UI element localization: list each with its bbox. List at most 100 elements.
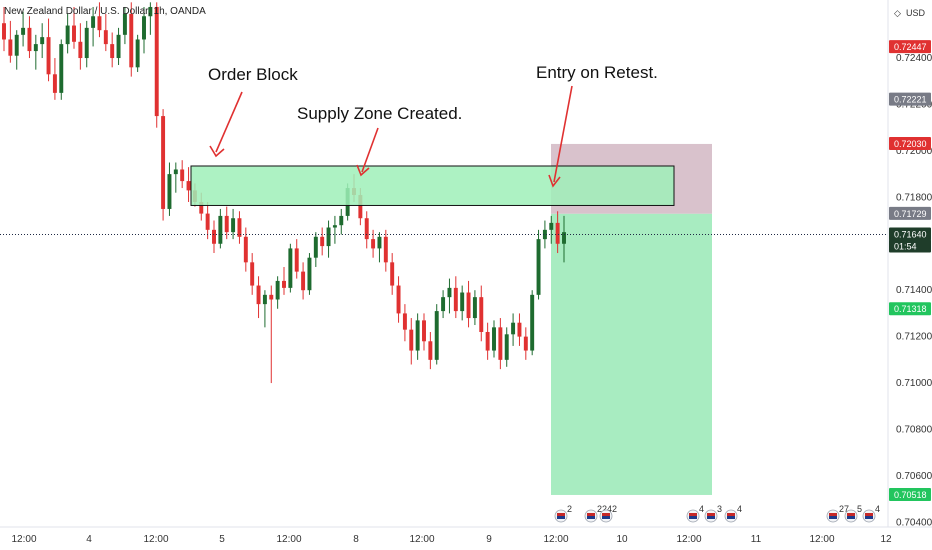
candle-body xyxy=(377,236,382,249)
candle xyxy=(97,2,102,38)
candle xyxy=(91,6,96,47)
event-marker[interactable]: 4 xyxy=(724,504,742,523)
candle xyxy=(466,280,471,328)
candle-body xyxy=(218,215,223,244)
x-tick-label: 8 xyxy=(353,534,359,545)
candle xyxy=(110,32,115,68)
candle-body xyxy=(523,336,528,351)
candle-body xyxy=(434,311,439,360)
candle xyxy=(530,290,535,356)
candle xyxy=(243,227,248,272)
candle xyxy=(492,320,496,358)
candle-body xyxy=(212,229,216,244)
candle-body xyxy=(472,297,477,319)
candle-body xyxy=(320,236,325,247)
candle-body xyxy=(262,294,267,305)
candle xyxy=(212,220,216,254)
candle-body xyxy=(8,39,13,56)
x-tick-label: 12:00 xyxy=(409,534,434,545)
candle xyxy=(428,331,433,370)
candle-body xyxy=(72,25,76,42)
time-axis[interactable] xyxy=(0,527,932,550)
event-marker[interactable]: 5 xyxy=(844,504,862,523)
candle-body xyxy=(275,280,280,300)
candle-body xyxy=(27,27,32,52)
price-badge-label: 0.71318 xyxy=(894,304,927,314)
candle xyxy=(250,253,255,295)
event-marker[interactable]: 224 xyxy=(584,504,612,523)
currency-lock-icon[interactable]: ◇ xyxy=(894,8,901,18)
price-badge: 0.72447 xyxy=(889,40,931,54)
candle-body xyxy=(288,248,293,288)
event-marker[interactable]: 4 xyxy=(862,504,880,523)
candle xyxy=(422,313,426,351)
price-badge-label: 0.70518 xyxy=(894,490,927,500)
candle xyxy=(161,109,166,221)
candle-body xyxy=(65,25,70,45)
event-marker[interactable]: 2 xyxy=(599,504,617,523)
x-tick-label: 11 xyxy=(751,534,762,545)
candle-body xyxy=(161,116,166,209)
arrow-supply-zone xyxy=(361,127,379,173)
candle xyxy=(256,276,261,319)
candle-body xyxy=(269,294,274,300)
candle-body xyxy=(205,213,210,230)
candle xyxy=(364,211,369,249)
x-tick-label: 12:00 xyxy=(543,534,568,545)
order-block-zone[interactable] xyxy=(190,165,675,206)
y-tick-label: 0.71400 xyxy=(896,285,932,296)
annotation-supply-zone: Supply Zone Created. xyxy=(297,104,462,123)
x-tick-label: 12 xyxy=(880,534,892,545)
event-marker[interactable]: 2 xyxy=(554,504,572,523)
candle-body xyxy=(52,74,57,93)
candle-body xyxy=(243,236,248,263)
candle-body xyxy=(78,41,83,59)
candle-body xyxy=(224,215,229,233)
candle xyxy=(447,278,452,314)
price-axis[interactable] xyxy=(888,0,932,527)
candle xyxy=(237,211,242,244)
event-count: 4 xyxy=(699,504,704,514)
y-tick-label: 0.71000 xyxy=(896,378,932,389)
candle-body xyxy=(33,44,38,52)
event-marker[interactable]: 4 xyxy=(686,504,704,523)
x-tick-label: 12:00 xyxy=(11,534,36,545)
candle-body xyxy=(250,262,255,286)
candle xyxy=(320,227,325,256)
candle xyxy=(33,34,38,70)
candle-body xyxy=(154,6,159,117)
candle xyxy=(27,16,32,59)
candle xyxy=(434,304,439,365)
event-marker[interactable]: 3 xyxy=(704,504,722,523)
candle-body xyxy=(371,239,376,249)
candle xyxy=(294,239,299,279)
candle xyxy=(409,318,414,365)
take-profit-zone[interactable] xyxy=(551,213,712,495)
price-badge-label: 0.71729 xyxy=(894,209,927,219)
event-marker[interactable]: 27 xyxy=(826,504,849,523)
x-tick-label: 12:00 xyxy=(143,534,168,545)
annotation-order-block: Order Block xyxy=(208,65,298,84)
candle xyxy=(377,232,382,263)
candle xyxy=(555,211,560,254)
arrow-entry xyxy=(553,85,573,183)
candle-body xyxy=(358,195,363,219)
candle xyxy=(549,215,554,244)
y-tick-label: 0.70400 xyxy=(896,517,932,528)
candle-body xyxy=(199,201,204,214)
candle-body xyxy=(231,218,236,233)
candle xyxy=(282,266,286,295)
candle-body xyxy=(294,248,299,272)
y-tick-label: 0.72000 xyxy=(896,146,932,157)
candle-body xyxy=(307,257,312,291)
candle-body xyxy=(504,334,509,360)
candle xyxy=(472,290,477,326)
candle xyxy=(46,18,51,82)
candle-body xyxy=(326,227,331,247)
candle xyxy=(479,285,484,342)
candle xyxy=(339,208,344,235)
candle-body xyxy=(555,222,560,244)
candle xyxy=(231,208,236,240)
annotation-entry: Entry on Retest. xyxy=(536,63,658,82)
